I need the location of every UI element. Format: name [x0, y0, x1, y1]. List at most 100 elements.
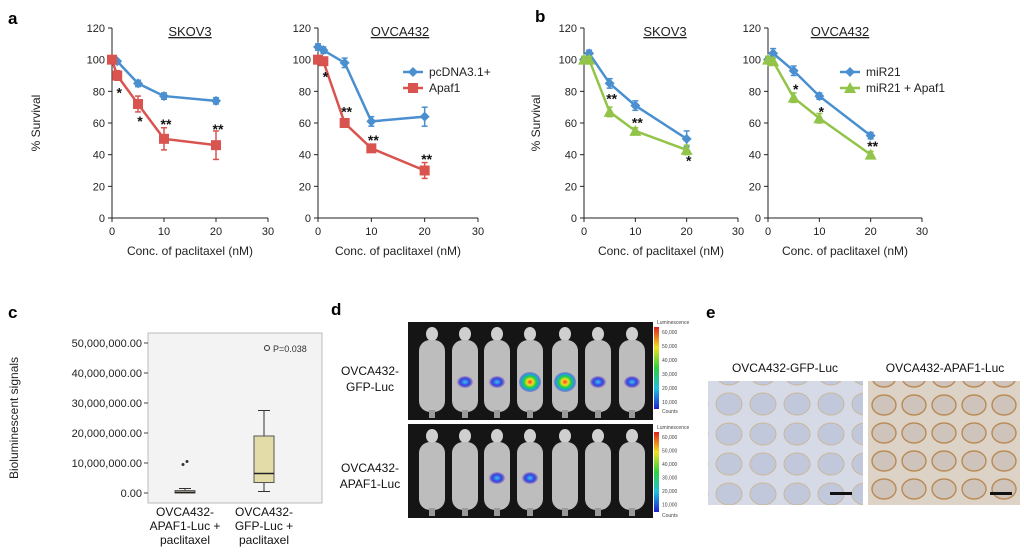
- mouse-body: [619, 442, 645, 510]
- mouse-tail: [562, 410, 568, 418]
- data-point: [629, 124, 642, 136]
- y-tick-label: 20: [299, 181, 311, 193]
- x-tick-label: 10: [813, 226, 825, 238]
- mouse-head: [559, 327, 571, 341]
- data-point: [318, 56, 329, 67]
- y-tick-label: 40: [749, 150, 761, 162]
- mouse-body: [419, 442, 445, 510]
- x-tick-label: 0: [109, 226, 115, 238]
- significance-mark: *: [819, 103, 825, 119]
- mouse-body: [419, 340, 445, 412]
- significance-mark: **: [341, 103, 352, 119]
- y-tick-label: 120: [293, 23, 311, 35]
- y-tick-label: 60: [93, 118, 105, 130]
- y-tick-label: 100: [743, 55, 761, 67]
- data-point: [366, 116, 377, 127]
- category-label: OVCA432-: [156, 505, 214, 519]
- panel-d-row1-label-line1: OVCA432-: [341, 364, 399, 378]
- colorbar-tick-label-top: 50,000: [662, 344, 678, 350]
- chart-c-box: 0.00 10,000,000.00 20,000,000.00 30,000,000…: [7, 332, 323, 547]
- outlier-point: [181, 463, 185, 466]
- mouse-tail: [429, 410, 435, 418]
- colorbar-top-title: Luminescence: [657, 320, 689, 326]
- data-point: [107, 54, 117, 65]
- x-tick-label: 0: [765, 226, 771, 238]
- y-tick-label: 120: [743, 23, 761, 35]
- data-point: [865, 130, 876, 141]
- series-line-1: [317, 58, 426, 172]
- colorbar-tick-label-bottom: 10,000: [662, 503, 678, 509]
- data-point: [419, 165, 430, 176]
- colorbar-tick-label-bottom: 60,000: [662, 435, 678, 441]
- chart-b-skov3: 0 20 40 60 80 100 120 0 10 20 30 Conc. of paclitaxe…: [529, 23, 744, 258]
- panel-d-row2-label-line2: APAF1-Luc: [340, 477, 400, 491]
- mouse-head: [459, 429, 471, 443]
- data-point: [133, 99, 143, 109]
- y-tick-label: 80: [299, 86, 311, 98]
- x-tick-label: 30: [472, 226, 484, 238]
- luminescence-signal: [590, 376, 606, 388]
- colorbar-tick-label-bottom: 20,000: [662, 489, 678, 495]
- significance-mark: *: [686, 152, 692, 168]
- panel-e-title-gfp: OVCA432-GFP-Luc: [732, 361, 838, 375]
- mouse-tail: [527, 508, 533, 516]
- legend-label: miR21 + Apaf1: [866, 81, 945, 95]
- chart-title: SKOV3: [643, 24, 686, 39]
- scale-bar-apaf1: [990, 492, 1012, 495]
- data-point: [583, 53, 596, 65]
- box: [253, 435, 275, 483]
- data-point: [419, 111, 430, 122]
- luminescence-signal: [489, 472, 505, 484]
- y-tick-label: 120: [87, 23, 105, 35]
- luminescence-signal: [624, 376, 640, 388]
- chart-title: OVCA432: [811, 24, 870, 39]
- data-point: [339, 118, 350, 128]
- mouse-tail: [527, 410, 533, 418]
- panel-e-histology: OVCA432-GFP-Luc OVCA432-APAF1-Luc: [708, 361, 1020, 505]
- y-tick-label: 40,000,000.00: [72, 368, 142, 380]
- mouse-head: [524, 327, 536, 341]
- y-tick-label: 20,000,000.00: [72, 428, 142, 440]
- y-tick-label: 20: [565, 181, 577, 193]
- significance-mark: **: [632, 114, 643, 130]
- y-axis-label: % Survival: [529, 95, 543, 152]
- data-point: [313, 54, 323, 65]
- luminescence-signal: [522, 472, 538, 484]
- y-tick-label: 40: [299, 150, 311, 162]
- y-tick-label: 0: [755, 213, 761, 225]
- significance-mark: *: [793, 81, 799, 97]
- data-point: [814, 91, 825, 102]
- significance-mark: *: [137, 113, 143, 129]
- data-point: [159, 133, 169, 144]
- y-tick-label: 20: [749, 181, 761, 193]
- y-axis-label: % Survival: [29, 95, 43, 152]
- x-axis-label: Conc. of paclitaxel (nM): [335, 244, 461, 258]
- outlier-point: [185, 460, 189, 463]
- y-tick-label: 0: [99, 213, 105, 225]
- x-tick-label: 20: [210, 226, 222, 238]
- pvalue-marker: [264, 345, 270, 351]
- mouse-body: [585, 442, 611, 510]
- y-tick-label: 80: [565, 86, 577, 98]
- y-tick-label: 10,000,000.00: [72, 458, 142, 470]
- x-tick-label: 20: [419, 226, 431, 238]
- panel-d-row2-label-line1: OVCA432-: [341, 461, 399, 475]
- colorbar-tick-label-top: 30,000: [662, 372, 678, 378]
- luminescence-signal: [519, 372, 541, 392]
- pvalue-label: P=0.038: [273, 344, 307, 354]
- y-tick-label: 50,000,000.00: [72, 338, 142, 350]
- legend-marker: [408, 83, 418, 93]
- colorbar-tick-label-top: 20,000: [662, 386, 678, 392]
- category-label: paclitaxel: [160, 533, 210, 547]
- y-axis-label: Bioluminescent signals: [7, 357, 21, 479]
- mouse-head: [626, 327, 638, 341]
- legend-label: Apaf1: [429, 81, 461, 95]
- x-tick-label: 30: [732, 226, 744, 238]
- scale-bar-gfp: [830, 492, 852, 495]
- colorbar-tick-label-top: 10,000: [662, 400, 678, 406]
- luminescence-signal: [489, 376, 505, 388]
- x-tick-label: 0: [581, 226, 587, 238]
- significance-mark: **: [421, 151, 432, 167]
- panel-label-c: c: [8, 303, 17, 322]
- panel-label-d: d: [331, 300, 341, 319]
